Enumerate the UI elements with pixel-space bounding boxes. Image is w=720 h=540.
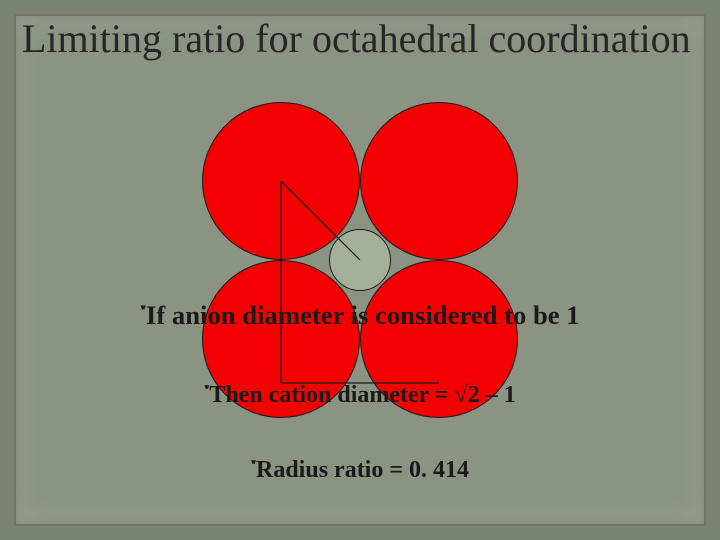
slide-panel: Limiting ratio for octahedral coordinati… xyxy=(14,14,706,526)
anion-top-right xyxy=(360,102,518,260)
bullet-item: ་If anion diameter is considered to be 1 xyxy=(16,285,704,360)
bullet-item: ་Radius ratio = 0. 414 xyxy=(16,443,704,510)
bullet-list: ་If anion diameter is considered to be 1… xyxy=(16,277,704,510)
anion-top-left xyxy=(202,102,360,260)
bullet-item: ་Then cation diameter = √2 – 1 xyxy=(16,368,704,435)
slide-title: Limiting ratio for octahedral coordinati… xyxy=(22,18,691,60)
bullet-text: Radius ratio = 0. 414 xyxy=(256,457,469,483)
bullet-text: If anion diameter is considered to be 1 xyxy=(146,300,580,330)
bullet-text: Then cation diameter = √2 – 1 xyxy=(209,382,515,408)
